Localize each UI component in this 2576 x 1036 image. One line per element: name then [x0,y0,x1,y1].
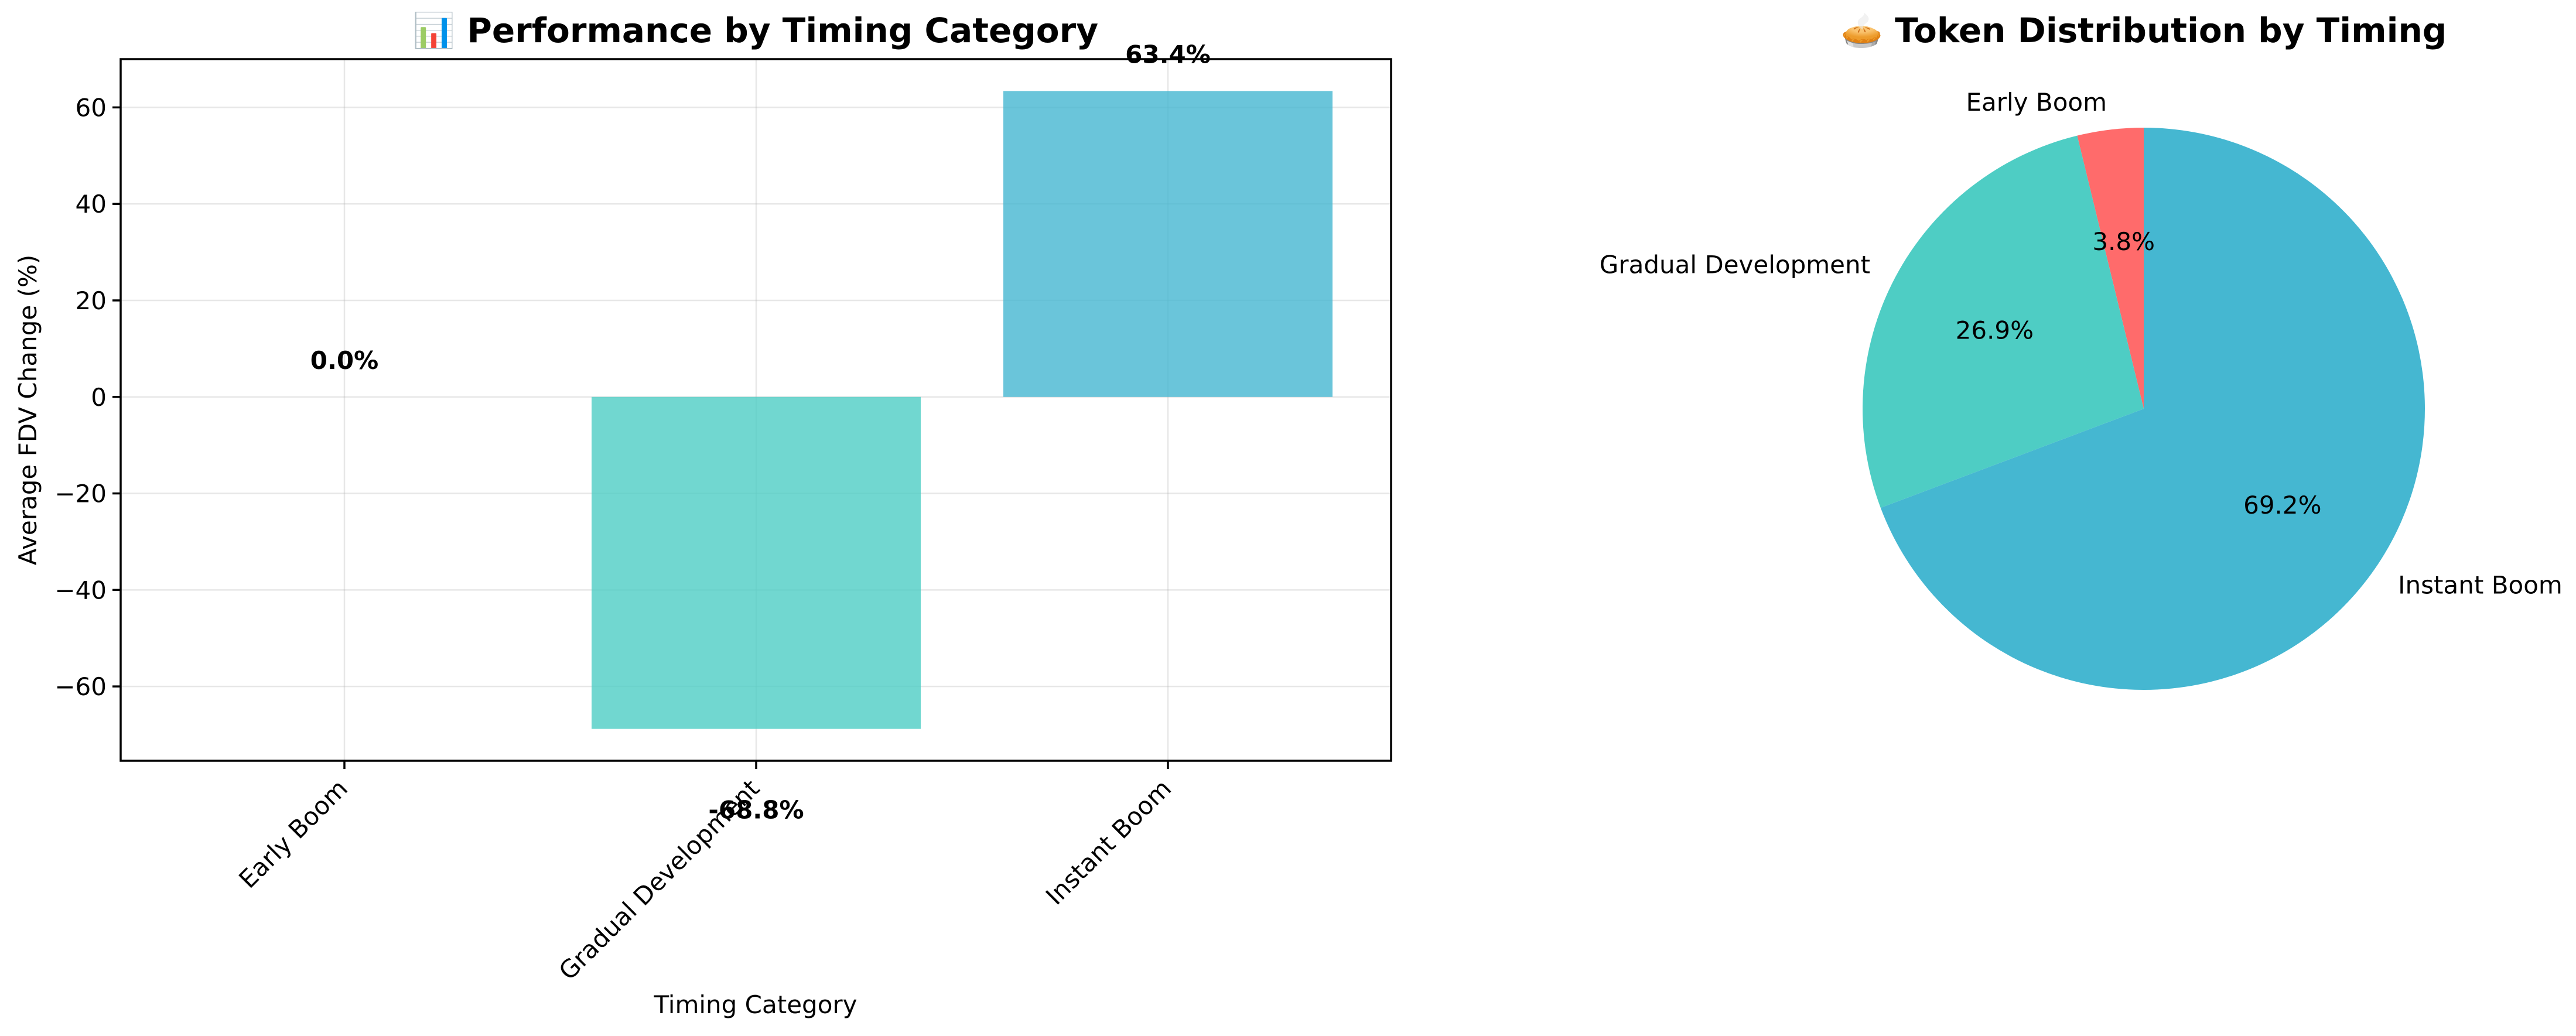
y-tick-label: −40 [54,576,107,604]
bar-value-label-gradual-development: -68.8% [708,796,804,825]
pie-percent-early-boom: 3.8% [2092,227,2155,256]
pie-label-early-boom: Early Boom [1966,88,2107,117]
y-tick-label: 0 [91,383,107,412]
pie-slice-early-boom [2077,128,2144,409]
bar-chart-x-axis-label: Timing Category [653,990,857,1019]
bar-chart-y-axis-label: Average FDV Change (%) [13,255,42,566]
pie-percent-gradual-development: 26.9% [1956,316,2034,345]
pie-slice-instant-boom [1880,128,2425,690]
bar-value-label-instant-boom: 63.4% [1125,40,1211,69]
y-tick-label: −20 [54,480,107,508]
pie-chart-slices [1862,128,2425,690]
y-tick-label: −60 [54,672,107,701]
pie-label-gradual-development: Gradual Development [1600,250,1870,279]
y-tick-label: 60 [76,93,107,122]
bar-chart-y-ticks: −60 −40 −20 0 20 40 60 [54,93,121,701]
y-tick-label: 40 [76,190,107,218]
bar-chart-panel: 📊 Performance by Timing Category −60−40−… [13,11,1392,1019]
pie-slice-gradual-development [1862,135,2144,508]
pie-percent-instant-boom: 69.2% [2243,491,2321,519]
bar-chart-value-labels: 0.0% -68.8% 63.4% [310,40,1211,824]
bar-instant-boom [1003,91,1333,397]
y-tick-label: 20 [76,286,107,315]
pie-chart-panel: 🥧 Token Distribution by Timing Early Boo… [1600,11,2563,690]
pie-chart-title: 🥧 Token Distribution by Timing [1841,11,2447,50]
bar-chart-title: 📊 Performance by Timing Category [413,11,1098,50]
bar-gradual-development [592,396,921,729]
bar-chart-bars [180,91,1333,729]
bar-value-label-early-boom: 0.0% [310,346,378,375]
pie-chart-labels: Early Boom 3.8% Gradual Development 26.9% In… [1600,88,2563,600]
pie-label-instant-boom: Instant Boom [2398,570,2563,599]
